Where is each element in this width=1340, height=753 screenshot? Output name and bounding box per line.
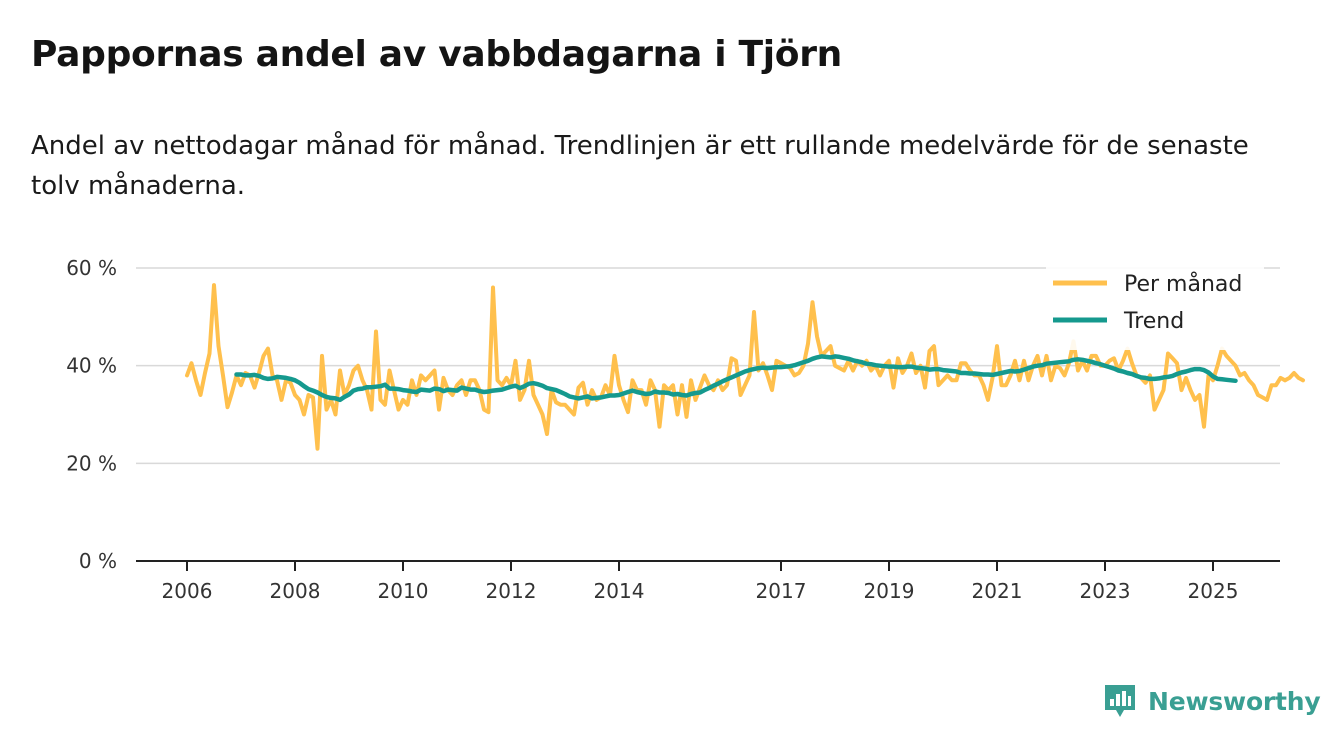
x-tick-label: 2012 bbox=[486, 579, 537, 603]
x-tick-label: 2014 bbox=[594, 579, 645, 603]
y-tick-label: 0 % bbox=[79, 549, 117, 573]
x-tick-label: 2008 bbox=[270, 579, 321, 603]
brand-logo: Newsworthy bbox=[1102, 683, 1321, 719]
legend-label-per-manad: Per månad bbox=[1124, 271, 1242, 297]
chart-legend: Per månad Trend bbox=[1046, 266, 1264, 350]
chart-subtitle: Andel av nettodagar månad för månad. Tre… bbox=[31, 131, 1249, 201]
y-tick-label: 40 % bbox=[66, 354, 117, 378]
x-tick-label: 2017 bbox=[756, 579, 807, 603]
y-axis-ticks: 0 % 20 % 40 % 60 % bbox=[66, 256, 117, 573]
x-tick-label: 2019 bbox=[864, 579, 915, 603]
x-tick-label: 2006 bbox=[162, 579, 213, 603]
x-tick-label: 2023 bbox=[1080, 579, 1131, 603]
series-line-per-manad bbox=[185, 283, 1305, 451]
brand-name: Newsworthy bbox=[1148, 686, 1321, 716]
newsworthy-logo-icon bbox=[1105, 685, 1135, 717]
series-lines bbox=[185, 283, 1305, 451]
legend-label-trend: Trend bbox=[1123, 309, 1184, 334]
x-tick-label: 2021 bbox=[972, 579, 1023, 603]
x-tick-label: 2010 bbox=[378, 579, 429, 603]
legend-background bbox=[1046, 266, 1264, 350]
y-tick-label: 60 % bbox=[66, 256, 117, 280]
series-line-trend bbox=[234, 354, 1238, 403]
x-tick-label: 2025 bbox=[1188, 579, 1239, 603]
x-axis-ticks: 2006 2008 2010 2012 2014 2017 2019 2021 2023 2025 bbox=[162, 561, 1239, 603]
chart-title: Pappornas andel av vabbdagarna i Tjörn bbox=[31, 34, 843, 75]
y-tick-label: 20 % bbox=[66, 451, 117, 475]
